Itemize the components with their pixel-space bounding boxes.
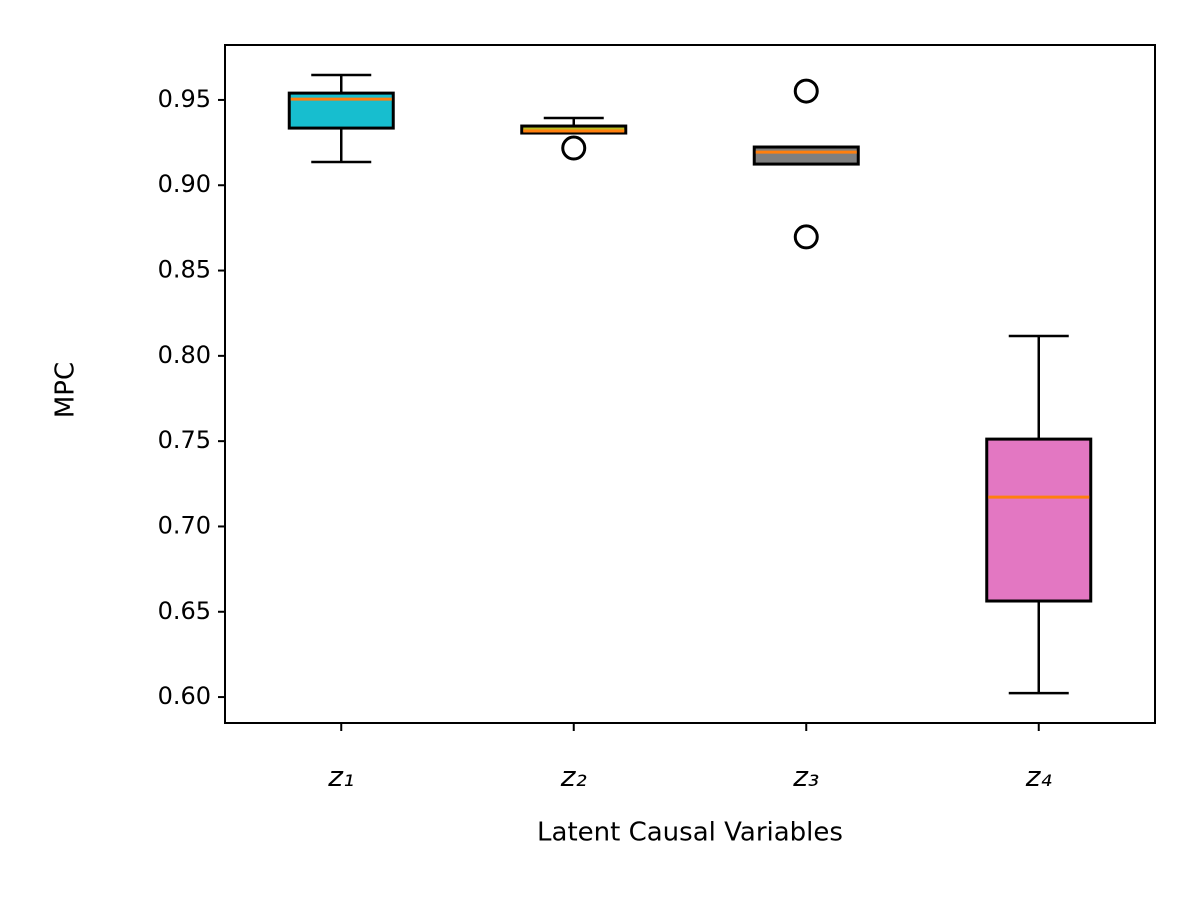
y-tick-label: 0.70 (158, 511, 211, 539)
x-tick-label: z₃ (792, 760, 819, 793)
box (752, 145, 860, 166)
box (985, 437, 1093, 603)
x-axis-label: Latent Causal Variables (537, 818, 843, 848)
y-tick-label: 0.85 (158, 256, 211, 284)
plot-frame (224, 44, 1156, 724)
x-tick-label: z₁ (327, 760, 354, 793)
y-tick-label: 0.60 (158, 682, 211, 710)
y-tick-label: 0.90 (158, 170, 211, 198)
x-tick-label: z₄ (1025, 760, 1052, 793)
y-axis-label: MPC (51, 362, 81, 418)
y-tick-label: 0.80 (158, 341, 211, 369)
y-tick-label: 0.95 (158, 85, 211, 113)
y-tick-label: 0.75 (158, 426, 211, 454)
flier (793, 78, 819, 104)
flier (793, 224, 819, 250)
flier (561, 135, 587, 161)
y-tick-label: 0.65 (158, 597, 211, 625)
x-tick-label: z₂ (560, 760, 587, 793)
